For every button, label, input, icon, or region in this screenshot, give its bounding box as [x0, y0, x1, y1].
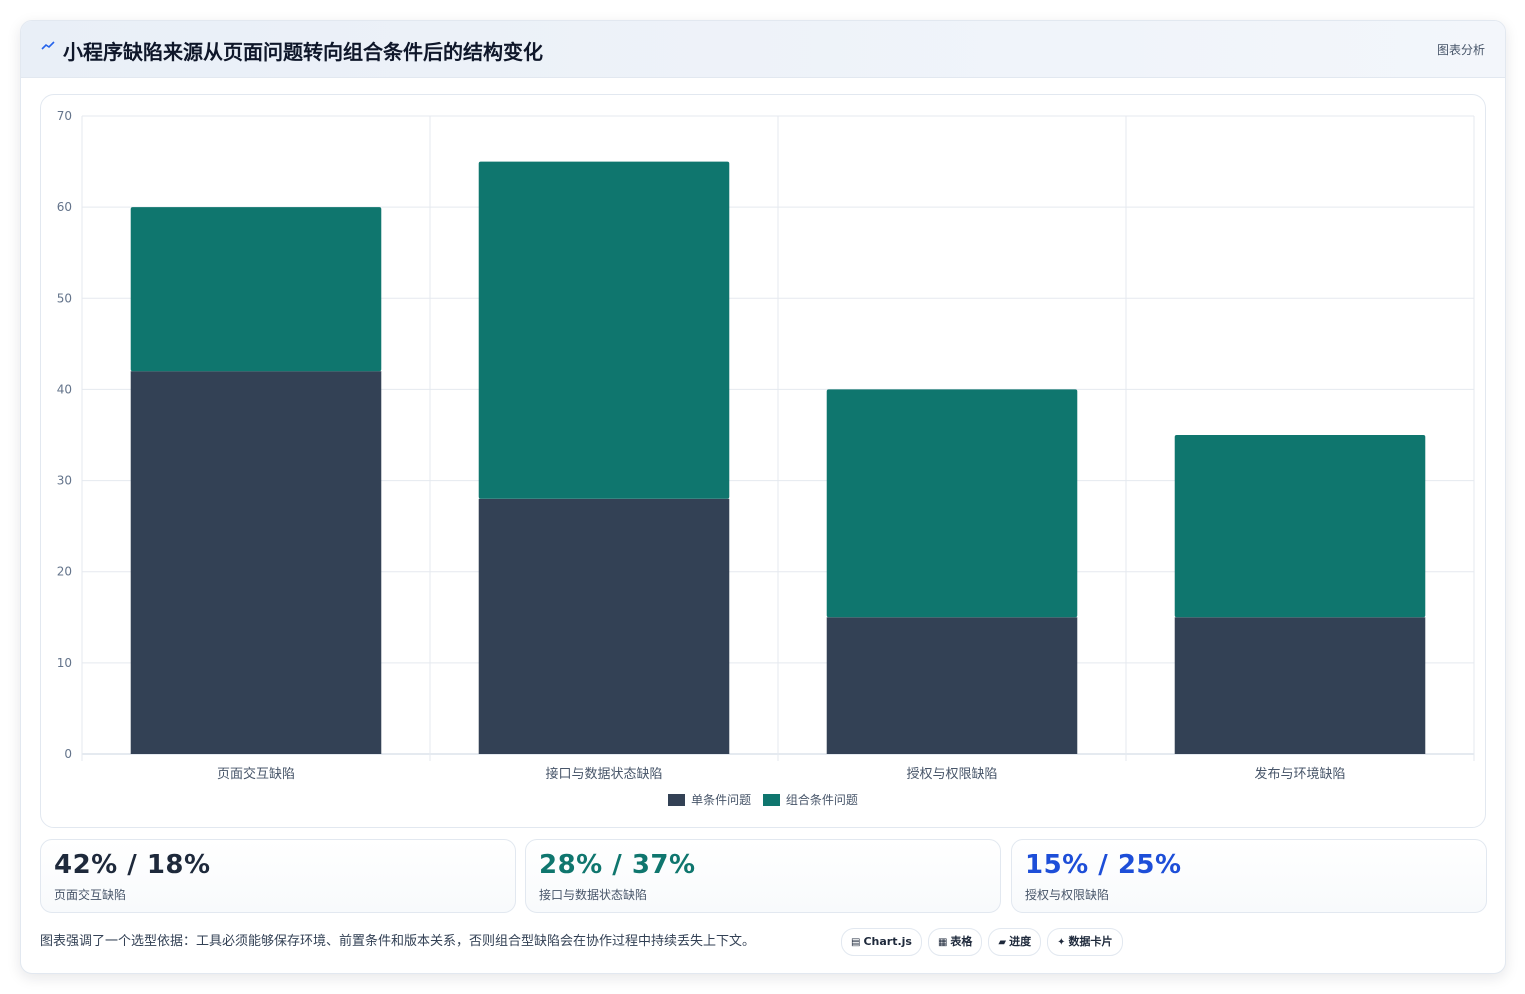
chart-card: 小程序缺陷来源从页面问题转向组合条件后的结构变化 图表分析 0 10 20 30 40 5… — [20, 20, 1506, 974]
bar-single — [130, 371, 382, 754]
y-tick-label: 20 — [57, 565, 72, 579]
stat-value: 15% / 25% — [1025, 850, 1182, 880]
y-tick-label: 30 — [57, 474, 72, 488]
stat-value: 28% / 37% — [539, 850, 696, 880]
legend-label-combo: 组合条件问题 — [785, 793, 858, 807]
y-tick-label: 60 — [57, 200, 72, 214]
bar-combo — [130, 207, 382, 372]
chart-panel: 0 10 20 30 40 50 60 70 页面交互缺陷 接口与数据状态缺陷 授权与权限缺陷 发布与… — [40, 94, 1486, 828]
stacked-bar-chart: 0 10 20 30 40 50 60 70 页面交互缺陷 接口与数据状态缺陷 授权与权限缺陷 发布与… — [57, 109, 1475, 782]
y-tick-label: 40 — [57, 382, 72, 396]
y-tick-label: 0 — [64, 747, 72, 761]
stat-label: 授权与权限缺陷 — [1025, 888, 1110, 902]
chip-label: 进度 — [1009, 935, 1032, 948]
y-tick-label: 50 — [57, 291, 72, 305]
footer-note: 图表强调了一个选型依据：工具必须能够保存环境、前置条件和版本关系，否则组合型缺陷… — [40, 934, 756, 949]
stat-card-auth: 15% / 25% 授权与权限缺陷 — [1011, 839, 1487, 913]
header-tag: 图表分析 — [1436, 43, 1485, 57]
stat-card-api: 28% / 37% 接口与数据状态缺陷 — [525, 839, 1001, 913]
chip-data-card[interactable]: ✦ 数据卡片 — [1047, 928, 1123, 956]
legend-item-single[interactable]: 单条件问题 — [668, 791, 751, 808]
card-header: 小程序缺陷来源从页面问题转向组合条件后的结构变化 图表分析 — [21, 21, 1505, 78]
legend-swatch-combo — [762, 794, 780, 806]
bar-single — [478, 498, 730, 754]
chart-legend: 单条件问题 组合条件问题 — [41, 791, 1485, 808]
chip-table[interactable]: ▦ 表格 — [927, 928, 983, 956]
legend-item-combo[interactable]: 组合条件问题 — [762, 791, 858, 808]
y-tick-label: 10 — [57, 656, 72, 670]
stat-value: 42% / 18% — [54, 850, 211, 880]
sparkle-icon: ✦ — [1057, 937, 1066, 948]
stat-card-page: 42% / 18% 页面交互缺陷 — [40, 839, 516, 913]
page-title: 小程序缺陷来源从页面问题转向组合条件后的结构变化 — [63, 40, 543, 64]
x-tick-label: 页面交互缺陷 — [217, 766, 295, 782]
bar-combo — [1174, 435, 1426, 618]
bar-single — [826, 617, 1078, 754]
bar-combo — [826, 389, 1078, 618]
bar-combo — [478, 161, 730, 499]
chart-icon: ▤ — [851, 937, 861, 948]
stat-label: 页面交互缺陷 — [54, 888, 127, 902]
x-tick-label: 接口与数据状态缺陷 — [545, 766, 662, 782]
chip-progress[interactable]: ▰ 进度 — [988, 928, 1042, 956]
stat-label: 接口与数据状态缺陷 — [539, 888, 648, 902]
x-tick-label: 授权与权限缺陷 — [906, 766, 997, 782]
y-tick-label: 70 — [57, 109, 72, 123]
chip-label: 数据卡片 — [1068, 935, 1113, 948]
legend-label-single: 单条件问题 — [691, 793, 752, 807]
tag-chips: ▤ Chart.js ▦ 表格 ▰ 进度 ✦ 数据卡片 — [841, 928, 1129, 956]
table-icon: ▦ — [937, 937, 948, 948]
legend-swatch-single — [668, 794, 686, 806]
x-tick-label: 发布与环境缺陷 — [1254, 766, 1345, 782]
trend-icon — [41, 41, 55, 50]
progress-icon: ▰ — [998, 937, 1007, 948]
chip-chartjs[interactable]: ▤ Chart.js — [841, 928, 922, 956]
chip-label: 表格 — [950, 935, 973, 948]
bar-single — [1174, 617, 1426, 754]
chip-label: Chart.js — [863, 935, 912, 948]
